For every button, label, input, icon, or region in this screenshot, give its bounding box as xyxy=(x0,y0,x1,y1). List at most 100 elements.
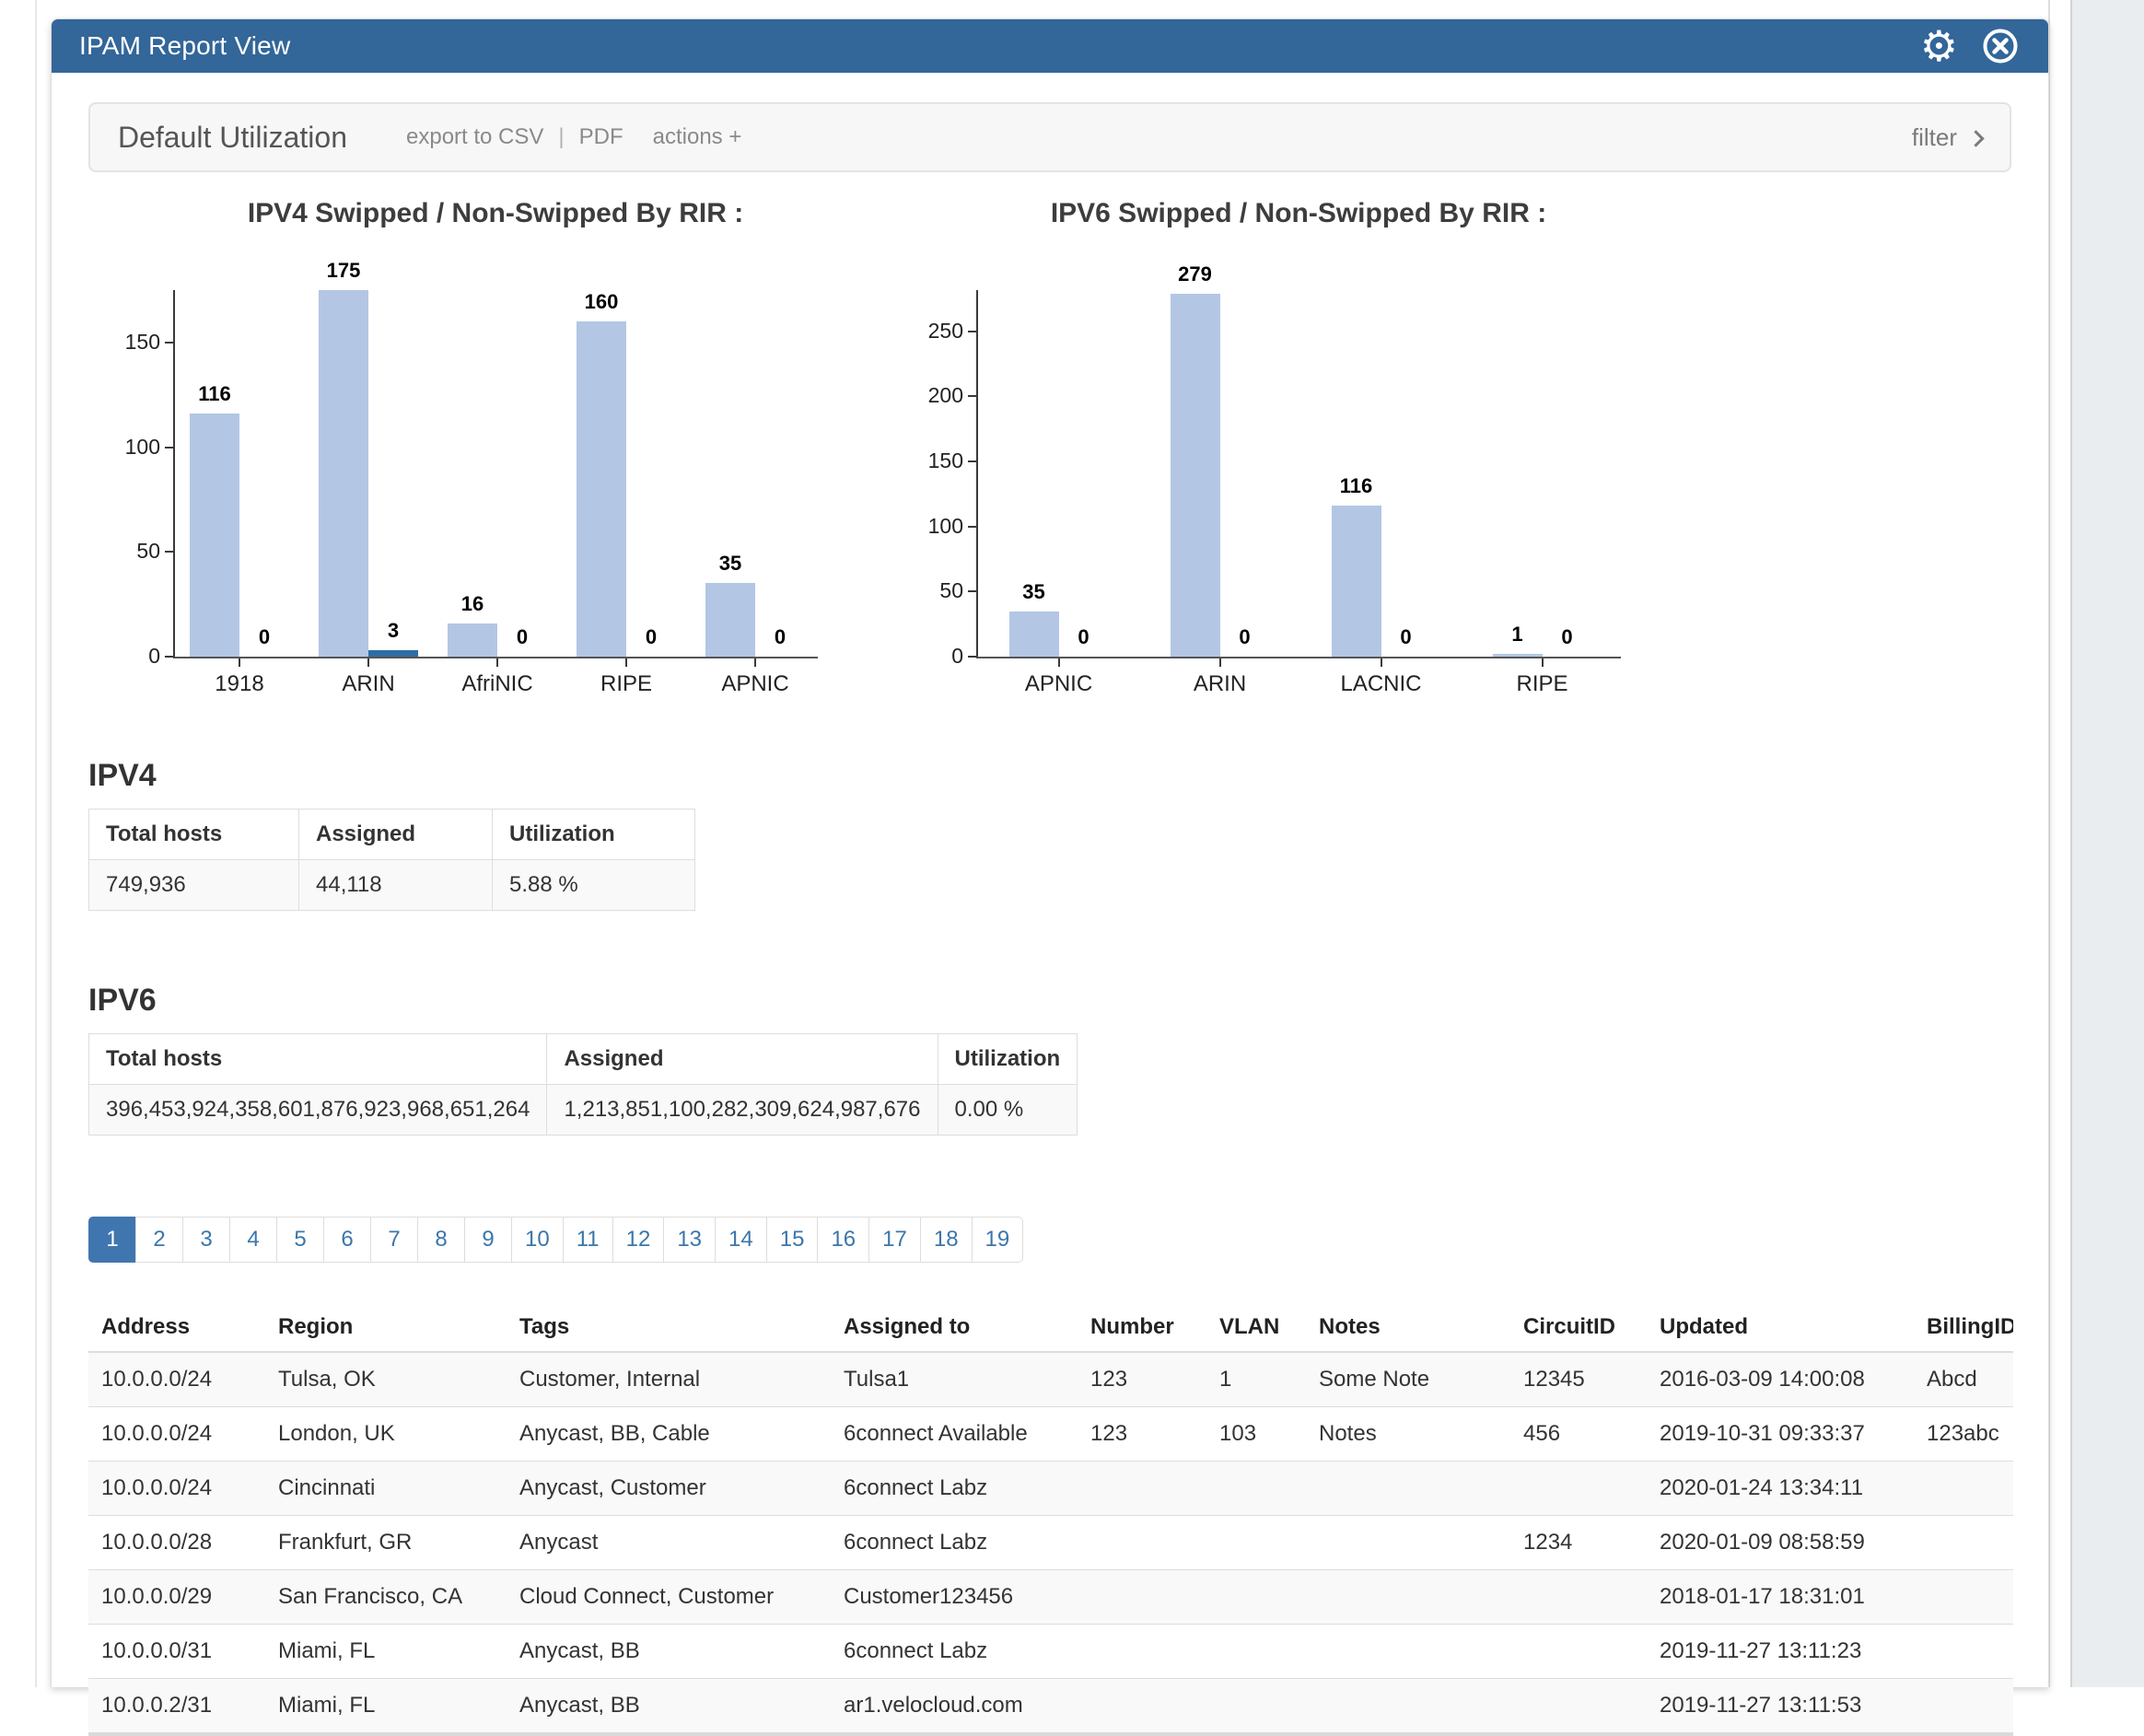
bar-chart-ipv6: IPV6 Swipped / Non-Swipped By RIR :0 50 10… xyxy=(903,198,1695,706)
page-button-14[interactable]: 14 xyxy=(715,1217,767,1263)
bar-swipped-arin xyxy=(319,290,368,657)
records-body: 10.0.0.0/24 Tulsa, OK Customer, Internal Tu… xyxy=(88,1351,2013,1734)
x-category-label: APNIC xyxy=(1024,671,1093,696)
actions-menu-button[interactable]: actions + xyxy=(652,124,742,149)
x-category-label: AfriNIC xyxy=(461,671,533,696)
chart-title-ipv4: IPV4 Swipped / Non-Swipped By RIR : xyxy=(247,198,744,228)
table-cell: 123 xyxy=(1078,1406,1206,1462)
table-cell: Miami, FL xyxy=(265,1624,507,1679)
y-tick-mark xyxy=(165,446,174,449)
ipv6-section-heading: IPV6 xyxy=(88,983,157,1018)
y-tick-label: 150 xyxy=(927,449,963,472)
table-cell: 2016-03-09 14:00:08 xyxy=(1647,1351,1914,1407)
table-cell: 123abc xyxy=(1914,1406,2013,1462)
export-pdf-button[interactable]: PDF xyxy=(578,124,623,149)
bar-value-label: 160 xyxy=(584,290,619,314)
table-cell: Anycast, Customer xyxy=(507,1461,831,1516)
page-button-9[interactable]: 9 xyxy=(464,1217,512,1263)
bar-swipped-lacnic xyxy=(1331,506,1381,657)
page-button-18[interactable]: 18 xyxy=(919,1217,973,1263)
report-title: Default Utilization xyxy=(118,120,347,154)
page-button-12[interactable]: 12 xyxy=(612,1217,665,1263)
ipv4-summary-table: Total hosts Assigned Utilization 749,936… xyxy=(88,809,695,911)
ipv6-total-hosts-value: 396,453,924,358,601,876,923,968,651,264 xyxy=(87,1084,548,1136)
page-button-13[interactable]: 13 xyxy=(663,1217,717,1263)
table-cell xyxy=(1078,1461,1206,1516)
page-scroll-gutter[interactable] xyxy=(2070,0,2144,1687)
bar-value-label: 0 xyxy=(516,625,529,648)
page-button-6[interactable]: 6 xyxy=(323,1217,371,1263)
page-button-5[interactable]: 5 xyxy=(276,1217,324,1263)
table-cell: 10.0.0.0/31 xyxy=(88,1624,265,1679)
bar-value-label: 0 xyxy=(1561,625,1573,648)
y-tick-label: 100 xyxy=(124,434,160,459)
table-cell xyxy=(1914,1515,2013,1570)
panel-header-icons: ⚙ xyxy=(1920,25,2021,67)
ipv4-col-total-hosts: Total hosts xyxy=(88,809,299,860)
bar-value-label: 0 xyxy=(1078,625,1089,648)
page-button-10[interactable]: 10 xyxy=(511,1217,564,1263)
page-button-2[interactable]: 2 xyxy=(135,1217,183,1263)
ipv4-utilization-value: 5.88 % xyxy=(492,859,695,911)
records-col-number: Number xyxy=(1078,1303,1206,1353)
table-cell: 2019-10-31 09:33:37 xyxy=(1647,1406,1914,1462)
bar-swipped-apnic xyxy=(1008,611,1059,657)
bar-chart-ipv4: IPV4 Swipped / Non-Swipped By RIR : 0 50 10… xyxy=(99,198,891,706)
y-tick-label: 0 xyxy=(951,644,963,668)
table-cell xyxy=(1206,1515,1306,1570)
table-cell: Tulsa1 xyxy=(831,1351,1078,1407)
ipv4-col-utilization: Utilization xyxy=(492,809,695,860)
table-cell: San Francisco, CA xyxy=(265,1569,507,1625)
charts-row: IPV4 Swipped / Non-Swipped By RIR : 0 50 10… xyxy=(88,198,2011,706)
x-tick-mark xyxy=(496,658,498,667)
table-cell: Anycast, BB xyxy=(507,1624,831,1679)
table-cell: 10.0.0.0/24 xyxy=(88,1406,265,1462)
table-cell: Some Note xyxy=(1306,1351,1510,1407)
table-row: 10.0.0.0/24 Cincinnati Anycast, Customer 6c… xyxy=(88,1461,2013,1516)
records-col-vlan: VLAN xyxy=(1206,1303,1306,1353)
table-cell xyxy=(1306,1461,1510,1516)
table-cell xyxy=(1078,1624,1206,1679)
y-tick-mark xyxy=(968,330,977,332)
table-cell: Anycast xyxy=(507,1515,831,1570)
x-category-label: APNIC xyxy=(721,671,789,696)
y-tick-mark xyxy=(968,590,977,593)
table-cell: Customer, Internal xyxy=(507,1351,831,1407)
gear-icon[interactable]: ⚙ xyxy=(1919,21,1958,71)
page-button-11[interactable]: 11 xyxy=(562,1217,613,1263)
page-button-19[interactable]: 19 xyxy=(971,1217,1024,1263)
panel-body: Default Utilization export to CSV | PDF … xyxy=(52,73,2048,1736)
x-tick-mark xyxy=(1541,658,1544,667)
x-tick-mark xyxy=(1380,658,1382,667)
export-csv-button[interactable]: export to CSV xyxy=(406,124,544,149)
page-button-1[interactable]: 1 xyxy=(88,1217,136,1263)
page-button-8[interactable]: 8 xyxy=(417,1217,465,1263)
page-button-3[interactable]: 3 xyxy=(182,1217,230,1263)
bar-value-label: 116 xyxy=(1339,474,1373,498)
table-cell: 1234 xyxy=(1510,1515,1647,1570)
table-cell: 2020-01-09 08:58:59 xyxy=(1647,1515,1914,1570)
bar-swipped-arin xyxy=(1170,293,1220,657)
filter-toggle[interactable]: filter xyxy=(1911,122,1985,152)
table-row: 10.0.0.0/24 Tulsa, OK Customer, Internal Tu… xyxy=(88,1351,2013,1407)
page-button-17[interactable]: 17 xyxy=(868,1217,921,1263)
table-cell: Frankfurt, GR xyxy=(265,1515,507,1570)
table-cell xyxy=(1510,1569,1647,1625)
page-button-4[interactable]: 4 xyxy=(229,1217,277,1263)
ipv6-col-assigned: Assigned xyxy=(546,1033,938,1085)
table-row: 10.0.0.0/28 Frankfurt, GR Anycast 6connect … xyxy=(88,1515,2013,1570)
page-button-15[interactable]: 15 xyxy=(765,1217,819,1263)
x-tick-mark xyxy=(1057,658,1060,667)
page-button-7[interactable]: 7 xyxy=(370,1217,418,1263)
filter-label: filter xyxy=(1911,122,1957,151)
y-tick-label: 50 xyxy=(136,539,160,564)
page-button-16[interactable]: 16 xyxy=(817,1217,870,1263)
table-cell xyxy=(1510,1461,1647,1516)
ipv6-col-utilization: Utilization xyxy=(937,1033,1078,1085)
ipv6-summary-table: Total hosts Assigned Utilization 396,453… xyxy=(87,1033,1078,1136)
table-cell: Notes xyxy=(1306,1406,1510,1462)
close-icon[interactable] xyxy=(1980,26,2021,66)
bar-swipped-1918 xyxy=(190,414,239,657)
table-cell: 12345 xyxy=(1510,1351,1647,1407)
panel-header: IPAM Report View ⚙ xyxy=(52,19,2048,73)
